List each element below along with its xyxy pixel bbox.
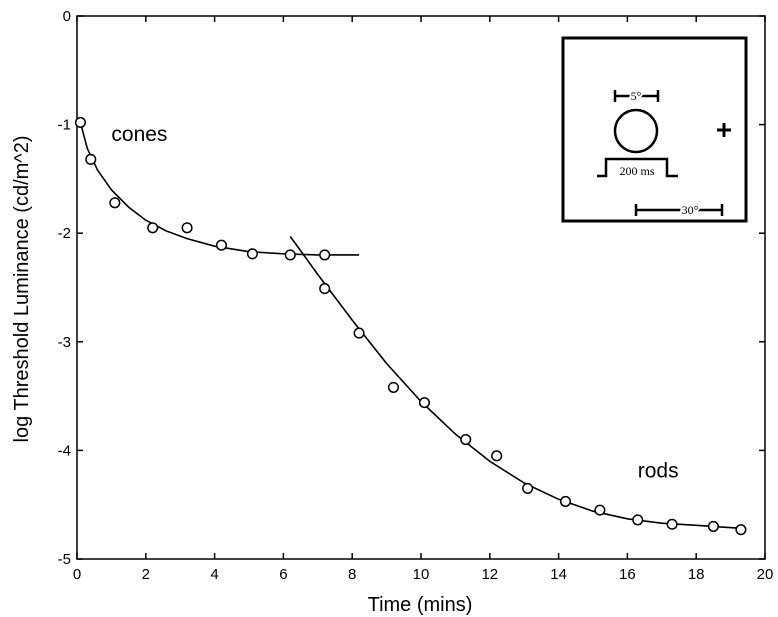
data-point	[246, 248, 258, 260]
y-axis-label: log Threshold Luminance (cd/m^2)	[11, 136, 33, 443]
stimulus-circle-icon	[613, 108, 659, 154]
data-point	[707, 520, 719, 532]
data-point	[319, 249, 331, 261]
data-point	[319, 283, 331, 295]
x-tick-label: 2	[142, 566, 150, 583]
data-point	[418, 397, 430, 409]
data-point	[387, 381, 400, 393]
y-tick-label: -3	[58, 334, 71, 351]
data-point	[109, 197, 121, 209]
data-point	[559, 495, 572, 507]
y-tick-label: 0	[63, 8, 71, 25]
data-point	[632, 514, 644, 526]
data-point	[460, 433, 472, 446]
y-tick-label: -4	[58, 442, 71, 459]
x-tick-label: 6	[279, 566, 287, 583]
inset-frame	[561, 36, 748, 223]
data-point	[735, 524, 747, 536]
data-point	[74, 116, 86, 128]
data-point	[353, 327, 365, 339]
x-tick-label: 4	[210, 566, 218, 583]
data-point	[666, 518, 678, 530]
data-point	[147, 222, 159, 234]
y-tick-label: -2	[58, 225, 71, 242]
y-tick-label: -5	[58, 551, 71, 568]
cone-fit-line	[79, 122, 360, 256]
pulse-trace	[597, 157, 678, 178]
x-tick-label: 14	[550, 566, 567, 583]
data-point	[594, 504, 606, 516]
data-points	[74, 116, 747, 536]
rod-fit-line	[289, 236, 745, 530]
x-tick-label: 20	[757, 566, 774, 583]
x-axis-label: Time (mins)	[368, 594, 473, 616]
eccentricity-label: 30°	[682, 203, 699, 217]
data-point	[181, 222, 193, 234]
annotation-cones: cones	[111, 123, 167, 146]
x-tick-label: 16	[619, 566, 636, 583]
x-tick-label: 10	[413, 566, 430, 583]
data-point	[215, 239, 228, 251]
x-axis-ticks: 0 2 4 6 8 10 12 14 16 18 20	[73, 16, 774, 583]
size-label: 5°	[631, 89, 642, 103]
duration-label: 200 ms	[619, 164, 654, 178]
data-point	[284, 249, 296, 261]
data-point	[522, 482, 534, 494]
fit-lines	[79, 122, 745, 530]
data-point	[491, 450, 503, 462]
x-tick-label: 12	[481, 566, 498, 583]
x-tick-label: 0	[73, 566, 81, 583]
stimulus-inset: 5° 200 ms 30°	[561, 36, 748, 223]
data-point	[85, 153, 97, 165]
annotations: cones rods	[111, 123, 678, 483]
x-tick-label: 8	[348, 566, 356, 583]
annotation-rods: rods	[638, 460, 679, 483]
y-tick-label: -1	[58, 117, 71, 134]
x-tick-label: 18	[688, 566, 705, 583]
